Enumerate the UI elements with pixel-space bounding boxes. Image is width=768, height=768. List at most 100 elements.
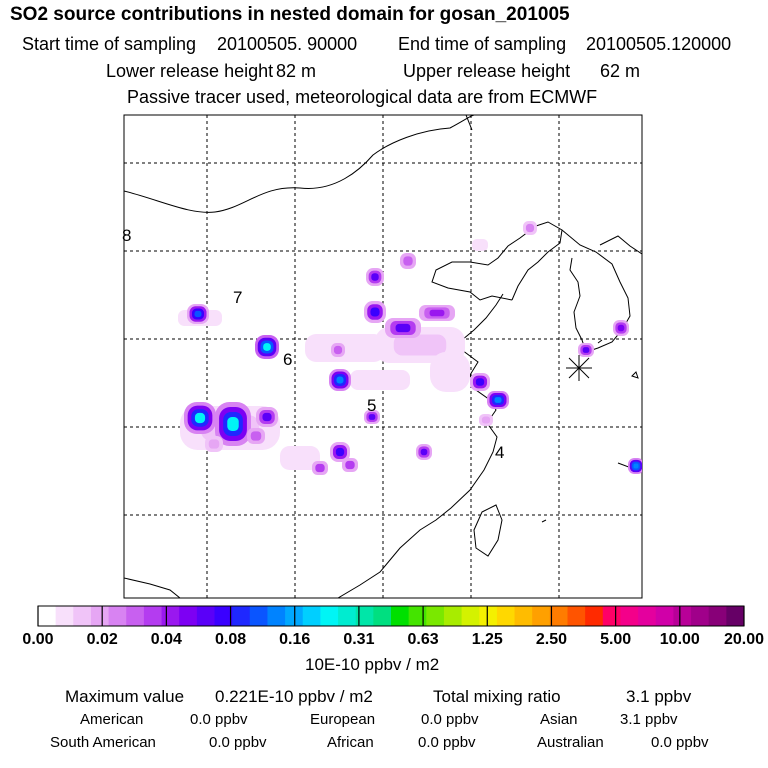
- source-blob: [184, 402, 216, 434]
- source-field: [178, 221, 642, 475]
- colorbar-tick-label: 20.00: [724, 631, 764, 648]
- source-cell: [420, 448, 428, 456]
- colorbar-tick-label: 0.02: [87, 631, 118, 648]
- colorbar-swatch: [514, 606, 533, 626]
- total-label: Total mixing ratio: [433, 687, 561, 706]
- max-label: Maximum value: [65, 687, 185, 706]
- colorbar-swatch: [249, 606, 268, 626]
- source-blob: [400, 253, 416, 269]
- source-cell: [336, 376, 344, 384]
- region-value: 0.0 ppbv: [421, 711, 479, 728]
- colorbar-tick-label: 1.25: [472, 631, 503, 648]
- source-cell: [208, 439, 220, 449]
- source-blob: [479, 414, 493, 426]
- source-cell: [350, 370, 410, 390]
- region-name: American: [80, 711, 144, 728]
- end-time-label: End time of sampling: [398, 34, 567, 54]
- region-value: 0.0 ppbv: [209, 734, 267, 751]
- source-blob: [205, 436, 223, 452]
- source-cell: [395, 323, 411, 333]
- source-cell: [333, 345, 343, 355]
- colorbar-swatch: [408, 606, 427, 626]
- colorbar-tick-label: 2.50: [536, 631, 567, 648]
- colorbar-swatch: [691, 606, 710, 626]
- source-cell: [335, 447, 345, 457]
- source-cell: [430, 352, 470, 392]
- end-time-value: 20100505.120000: [586, 34, 732, 54]
- colorbar-swatch: [302, 606, 321, 626]
- source-cell: [393, 334, 447, 356]
- source-blob: [255, 335, 279, 359]
- colorbar-swatch: [391, 606, 410, 626]
- source-blob: [342, 458, 358, 472]
- source-cell: [250, 431, 262, 441]
- source-cell: [280, 446, 320, 470]
- colorbar-swatch: [602, 606, 621, 626]
- source-blob: [364, 301, 386, 323]
- colorbar-swatch: [355, 606, 374, 626]
- source-blob: [329, 369, 351, 391]
- receptor-marker: [566, 355, 592, 381]
- source-cell: [345, 460, 355, 470]
- colorbar-swatch: [196, 606, 215, 626]
- source-cell: [582, 347, 590, 353]
- region-name: European: [310, 711, 376, 728]
- source-cell: [481, 416, 491, 424]
- source-blob: [416, 444, 432, 460]
- colorbar-swatch: [708, 606, 727, 626]
- source-cell: [227, 417, 239, 431]
- colorbar-tick-label: 0.08: [215, 631, 246, 648]
- colorbar-swatch: [479, 606, 498, 626]
- colorbar-swatch: [426, 606, 445, 626]
- source-blob: [430, 352, 470, 392]
- colorbar-tick-label: 0.16: [279, 631, 310, 648]
- region-value: 0.0 ppbv: [190, 711, 248, 728]
- source-cell: [429, 309, 445, 317]
- source-blob: [305, 334, 385, 362]
- total-value: 3.1 ppbv: [626, 687, 692, 706]
- colorbar-tick-label: 10.00: [660, 631, 700, 648]
- source-cell: [194, 310, 202, 318]
- colorbar-tick-label: 0.31: [343, 631, 374, 648]
- source-blob: [215, 402, 251, 446]
- source-cell: [633, 463, 639, 469]
- source-cell: [617, 324, 625, 332]
- colorbar-unit: 10E-10 ppbv / m2: [305, 655, 440, 674]
- source-blob: [280, 446, 320, 470]
- source-cell: [263, 343, 271, 351]
- colorbar-swatch: [143, 606, 163, 626]
- colorbar-swatch: [338, 606, 357, 626]
- source-blob: [419, 305, 455, 321]
- colorbar-swatch: [73, 606, 92, 626]
- region-value: 0.0 ppbv: [651, 734, 709, 751]
- source-blob: [187, 304, 209, 324]
- max-value: 0.221E-10 ppbv / m2: [215, 687, 373, 706]
- source-blob: [330, 442, 350, 462]
- source-blob: [470, 373, 490, 391]
- source-cell: [368, 414, 376, 420]
- source-blob: [364, 410, 380, 424]
- map-marker-label: 5: [367, 396, 376, 415]
- source-blob: [256, 407, 278, 427]
- source-cell: [525, 223, 535, 233]
- map-marker-label: 7: [233, 288, 242, 307]
- upper-height-value: 62 m: [600, 61, 641, 81]
- source-blob: [523, 221, 537, 235]
- source-cell: [371, 273, 379, 281]
- colorbar-swatch: [126, 606, 145, 626]
- lower-height-value: 82 m: [276, 61, 317, 81]
- region-name: South American: [50, 734, 156, 751]
- source-blob: [366, 268, 384, 286]
- upper-height-label: Upper release height: [403, 61, 571, 81]
- colorbar-swatch: [179, 606, 198, 626]
- region-name: Asian: [540, 711, 578, 728]
- colorbar-swatch: [443, 606, 463, 626]
- start-time-label: Start time of sampling: [22, 34, 197, 54]
- source-blob: [247, 428, 265, 444]
- colorbar-swatch: [267, 606, 286, 626]
- colorbar-swatch: [549, 606, 568, 626]
- source-cell: [262, 412, 272, 422]
- colorbar-swatch: [620, 606, 639, 626]
- colorbar-tick-label: 0.04: [151, 631, 182, 648]
